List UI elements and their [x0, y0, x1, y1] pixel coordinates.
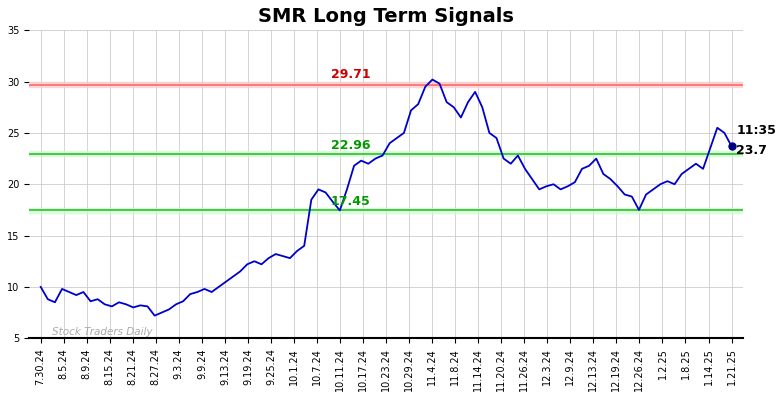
Text: 11:35: 11:35 — [736, 124, 776, 137]
Text: Stock Traders Daily: Stock Traders Daily — [53, 327, 153, 337]
Text: 29.71: 29.71 — [331, 68, 371, 82]
Text: 22.96: 22.96 — [331, 139, 370, 152]
Text: 23.7: 23.7 — [736, 144, 767, 158]
Text: 17.45: 17.45 — [331, 195, 371, 208]
Bar — [29, 208, 743, 213]
Bar — [29, 82, 743, 87]
Title: SMR Long Term Signals: SMR Long Term Signals — [258, 7, 514, 26]
Bar — [29, 151, 743, 156]
